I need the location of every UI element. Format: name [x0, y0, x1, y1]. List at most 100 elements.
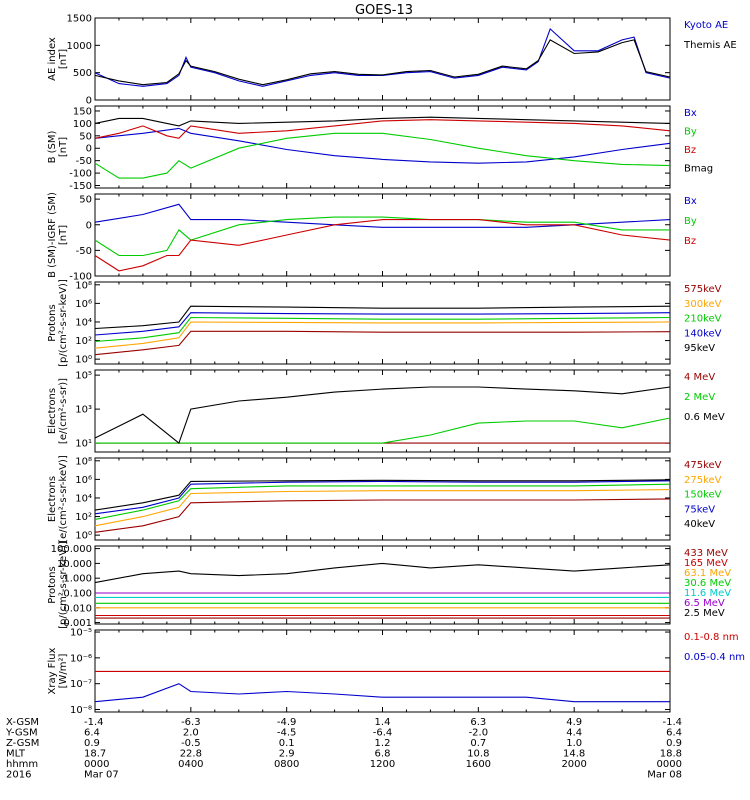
- y-axis-label: AE index: [47, 37, 58, 81]
- y-tick-label: 50: [79, 131, 92, 142]
- orbit-cell: 14.8: [563, 749, 585, 760]
- orbit-cell: 0.1: [279, 738, 295, 749]
- legend-entry: 0.05-0.4 nm: [684, 652, 745, 663]
- y-axis-label: [nT]: [58, 137, 69, 157]
- series-line-140kev: [94, 312, 671, 336]
- y-tick-label: 500: [73, 68, 92, 79]
- legend-entry: Bx: [684, 196, 697, 207]
- y-tick-label: -100: [69, 169, 92, 180]
- legend-entry: By: [684, 127, 697, 138]
- y-tick-label: -50: [76, 246, 92, 257]
- orbit-cell: 6.4: [666, 728, 682, 739]
- orbit-cell: 2000: [561, 759, 586, 770]
- orbit-cell: -2.0: [469, 728, 489, 739]
- y-tick-label: 1.000: [63, 574, 92, 585]
- y-tick-label: 10¹: [75, 439, 92, 450]
- panel-xray: 10⁻⁸ 10⁻⁷ 10⁻⁶ 10⁻⁵ Xray Flux [W/m²] 0.1-0.8 n…: [47, 628, 745, 716]
- legend-entry: 475keV: [684, 460, 722, 471]
- orbit-cell: 18.7: [84, 749, 106, 760]
- y-tick-label: 0.001: [63, 618, 92, 629]
- y-tick-label: 10²: [75, 336, 92, 347]
- orbit-cell: 0800: [274, 759, 299, 770]
- legend-entry: 300keV: [684, 299, 722, 310]
- y-tick-label: -50: [76, 156, 92, 167]
- panel-ae: 0 500 1000 1500 AE index [nT] Kyoto AE Themis A…: [47, 14, 737, 107]
- legend-entry: 40keV: [684, 519, 715, 530]
- orbit-row-label: 2016: [6, 770, 31, 781]
- series-line-bz: [94, 219, 671, 272]
- series-line-themis-ae: [94, 39, 671, 86]
- orbit-row-label: Y-GSM: [5, 728, 38, 739]
- y-tick-label: 10⁶: [75, 475, 92, 486]
- legend-entry: Bx: [684, 108, 697, 119]
- y-tick-label: 1000: [67, 41, 92, 52]
- y-tick-label: 50: [79, 195, 92, 206]
- y-tick-label: 0: [86, 144, 92, 155]
- orbit-cell: -6.3: [181, 717, 201, 728]
- y-axis-label: [p/(cm²-s-sr-keV)]: [58, 279, 69, 367]
- panel-frame: [94, 17, 671, 101]
- panel-frame: [94, 193, 671, 277]
- legend-entry: 11.6 MeV: [684, 588, 731, 599]
- y-axis-label: [p/(cm²-s-sr-keV)]: [58, 541, 69, 629]
- series-line-275kev: [94, 489, 671, 527]
- series-line-kyoto-ae: [94, 27, 671, 87]
- panel-protons-kev: 10⁰ 10² 10⁴ 10⁶ 10⁸ Protons [p/(cm²-s-sr-keV)]…: [47, 279, 722, 367]
- legend-entry: 0.1-0.8 nm: [684, 632, 739, 643]
- legend-entry: 433 MeV: [684, 548, 728, 559]
- series-line-475kev: [94, 498, 671, 533]
- y-axis-label: Electrons: [47, 476, 58, 522]
- orbit-cell: 4.4: [566, 728, 582, 739]
- y-tick-label: 10⁵: [75, 371, 92, 382]
- orbit-cell: 1600: [466, 759, 491, 770]
- panel-protons-mev: 0.001 0.010 0.100 1.000 10.000 100.000 Protons…: [47, 541, 731, 629]
- panel-electrons-kev: 10⁰ 10² 10⁴ 10⁶ 10⁸ Electrons [e/(cm²-s-sr-keV…: [47, 455, 722, 543]
- series-line-2-mev: [95, 417, 671, 444]
- y-tick-label: 0.100: [63, 588, 92, 599]
- orbit-row-label: X-GSM: [6, 717, 39, 728]
- orbit-cell: -4.5: [277, 728, 297, 739]
- orbit-cell: 2.9: [279, 749, 295, 760]
- orbit-cell: 6.3: [470, 717, 486, 728]
- y-tick-label: 10.000: [57, 559, 92, 570]
- y-tick-label: 10⁴: [75, 493, 92, 504]
- legend-entry: 0.6 MeV: [684, 412, 725, 423]
- series-line-300kev: [94, 321, 671, 349]
- orbit-cell: 2.0: [183, 728, 199, 739]
- orbit-cell: 0000: [657, 759, 682, 770]
- series-line-2-5-mev: [94, 562, 671, 584]
- legend-entry: Bz: [684, 145, 696, 156]
- series-line-by: [94, 216, 670, 257]
- y-axis-label: B (SM)-IGRF (SM): [47, 192, 58, 278]
- y-axis-label: Protons: [47, 304, 58, 341]
- orbit-cell: Mar 08: [647, 770, 682, 781]
- y-axis-label: Electrons: [47, 388, 58, 434]
- orbit-table: X-GSM -1.4 -6.3 -4.9 1.4 6.3 4.9 -1.4 Y-GSM 6.4 2.…: [5, 717, 682, 781]
- y-tick-label: 10⁸: [75, 456, 92, 467]
- orbit-cell: 0.7: [470, 738, 486, 749]
- legend-entry: Themis AE: [683, 40, 737, 51]
- legend-entry: 210keV: [684, 314, 722, 325]
- y-tick-label: 10⁰: [75, 531, 92, 542]
- orbit-cell: 6.8: [375, 749, 391, 760]
- series-line-210kev: [94, 316, 671, 343]
- figure-title: GOES-13: [355, 3, 413, 18]
- y-tick-label: 10⁰: [75, 355, 92, 366]
- orbit-cell: -1.4: [84, 717, 104, 728]
- y-tick-label: 10⁸: [75, 280, 92, 291]
- legend-entry: 4 MeV: [684, 372, 715, 383]
- orbit-cell: -6.4: [373, 728, 393, 739]
- y-axis-label: Xray Flux: [47, 647, 58, 694]
- y-tick-label: 1500: [67, 14, 92, 25]
- y-tick-label: 10⁴: [75, 317, 92, 328]
- legend-entry: 275keV: [684, 475, 722, 486]
- legend-entry: 165 MeV: [684, 558, 728, 569]
- y-axis-label: B (SM): [47, 130, 58, 163]
- y-tick-label: 0: [86, 220, 92, 231]
- panel-frame: [94, 545, 671, 625]
- series-line-by: [94, 132, 671, 179]
- y-tick-label: 150: [73, 106, 92, 117]
- orbit-cell: 18.8: [660, 749, 682, 760]
